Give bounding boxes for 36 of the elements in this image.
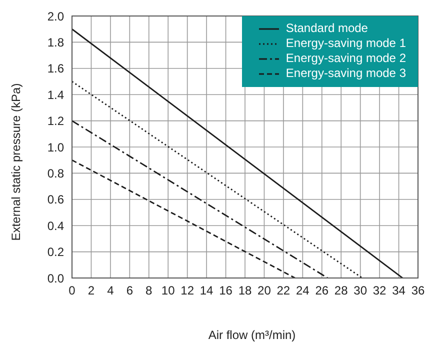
x-tick-label: 0 [68,284,76,298]
y-axis-title: External static pressure (kPa) [9,83,23,241]
legend-label: Standard mode [286,21,368,36]
y-tick-label: 1.2 [47,114,64,128]
legend-label: Energy-saving mode 1 [286,36,406,51]
x-tick-label: 30 [354,284,368,298]
y-tick-label: 2.0 [47,9,64,24]
x-tick-label: 34 [392,284,406,298]
y-tick-label: 0.0 [47,271,64,286]
x-tick-label: 14 [200,284,214,298]
x-tick-label: 22 [276,284,290,298]
x-tick-label: 26 [315,284,329,298]
legend-label: Energy-saving mode 2 [286,51,406,66]
legend-label: Energy-saving mode 3 [286,66,406,81]
y-tick-label: 0.8 [47,166,64,180]
x-tick-label: 12 [180,284,194,298]
x-axis-title: Air flow (m³/min) [207,328,297,342]
x-tick-label: 8 [146,284,153,298]
y-tick-label: 0.2 [47,245,64,260]
x-tick-label: 24 [296,284,310,298]
y-tick-label: 1.4 [47,88,64,102]
y-tick-label: 0.6 [47,192,64,207]
x-tick-label: 32 [372,284,387,298]
y-tick-label: 0.4 [47,218,64,233]
x-tick-label: 18 [238,284,252,298]
x-tick-label: 6 [126,284,134,298]
x-tick-label: 28 [334,284,348,298]
y-tick-label: 1.6 [47,62,64,76]
y-tick-label: 1.0 [47,140,64,154]
x-tick-label: 10 [161,284,176,298]
x-tick-label: 36 [411,284,425,298]
x-tick-label: 4 [107,284,114,298]
y-tick-label: 1.8 [47,35,64,50]
x-tick-label: 2 [88,284,95,298]
x-tick-label: 20 [258,284,272,298]
x-tick-label: 16 [219,284,233,298]
